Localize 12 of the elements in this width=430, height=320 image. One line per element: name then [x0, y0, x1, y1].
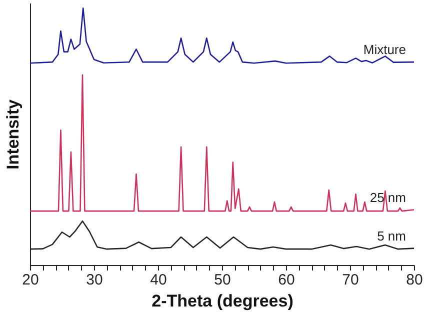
series-label: Mixture	[363, 42, 406, 58]
x-tick-label: 80	[406, 272, 423, 288]
series-label: 5 nm	[377, 228, 406, 244]
y-axis-title: Intensity	[4, 99, 22, 170]
x-tick-label: 20	[22, 272, 39, 288]
x-tick-label: 30	[86, 272, 103, 288]
x-axis-title: 2-Theta (degrees)	[152, 292, 294, 310]
x-tick-label: 60	[278, 272, 295, 288]
x-tick-label: 50	[214, 272, 231, 288]
series-label: 25 nm	[370, 190, 406, 205]
x-tick-label: 70	[342, 272, 359, 288]
x-tick-label: 40	[150, 272, 167, 288]
